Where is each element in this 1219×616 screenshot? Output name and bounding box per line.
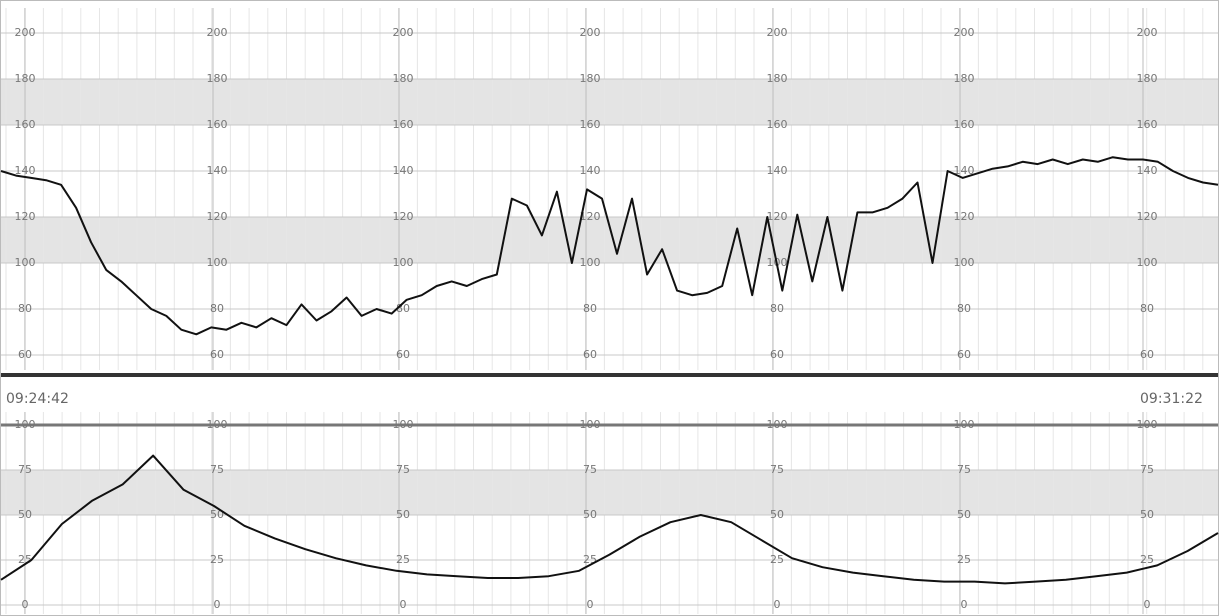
y-tick-label: 0 xyxy=(961,598,968,611)
y-tick-label: 80 xyxy=(583,302,597,315)
trace xyxy=(0,156,1219,336)
y-tick-label: 60 xyxy=(210,348,224,361)
y-tick-label: 60 xyxy=(396,348,410,361)
y-tick-label: 100 xyxy=(580,256,601,269)
y-tick-label: 160 xyxy=(393,118,414,131)
y-tick-label: 100 xyxy=(207,418,228,431)
y-tick-label: 160 xyxy=(580,118,601,131)
end-time: 09:31:22 xyxy=(1140,391,1203,407)
y-tick-label: 25 xyxy=(396,553,410,566)
y-tick-label: 60 xyxy=(957,348,971,361)
y-tick-label: 140 xyxy=(15,164,36,177)
y-tick-label: 160 xyxy=(15,118,36,131)
y-tick-label: 50 xyxy=(583,508,597,521)
trace xyxy=(0,454,1219,585)
y-tick-label: 140 xyxy=(393,164,414,177)
y-tick-label: 75 xyxy=(770,463,784,476)
y-tick-label: 75 xyxy=(1140,463,1154,476)
y-tick-label: 80 xyxy=(18,302,32,315)
y-tick-label: 25 xyxy=(770,553,784,566)
y-tick-label: 60 xyxy=(583,348,597,361)
y-tick-label: 50 xyxy=(18,508,32,521)
y-tick-label: 140 xyxy=(1137,164,1158,177)
y-tick-label: 100 xyxy=(580,418,601,431)
y-tick-label: 80 xyxy=(210,302,224,315)
y-tick-label: 60 xyxy=(1140,348,1154,361)
y-tick-label: 100 xyxy=(767,418,788,431)
y-tick-label: 140 xyxy=(767,164,788,177)
y-tick-label: 60 xyxy=(18,348,32,361)
y-tick-label: 200 xyxy=(580,26,601,39)
y-tick-label: 160 xyxy=(767,118,788,131)
y-tick-label: 50 xyxy=(957,508,971,521)
y-tick-label: 75 xyxy=(18,463,32,476)
y-tick-label: 200 xyxy=(767,26,788,39)
y-tick-label: 200 xyxy=(393,26,414,39)
y-tick-label: 25 xyxy=(1140,553,1154,566)
y-tick-label: 100 xyxy=(393,256,414,269)
y-tick-label: 25 xyxy=(210,553,224,566)
y-tick-label: 80 xyxy=(770,302,784,315)
y-tick-label: 0 xyxy=(22,598,29,611)
y-tick-label: 140 xyxy=(207,164,228,177)
y-tick-label: 100 xyxy=(954,256,975,269)
y-tick-label: 0 xyxy=(774,598,781,611)
y-tick-label: 200 xyxy=(954,26,975,39)
y-tick-label: 200 xyxy=(207,26,228,39)
y-tick-label: 100 xyxy=(1137,418,1158,431)
y-tick-label: 160 xyxy=(207,118,228,131)
y-tick-label: 100 xyxy=(15,418,36,431)
y-tick-label: 120 xyxy=(1137,210,1158,223)
y-tick-label: 25 xyxy=(957,553,971,566)
y-tick-label: 120 xyxy=(767,210,788,223)
y-tick-label: 120 xyxy=(580,210,601,223)
y-tick-label: 200 xyxy=(15,26,36,39)
y-tick-label: 100 xyxy=(15,256,36,269)
y-tick-label: 0 xyxy=(1144,598,1151,611)
y-tick-label: 50 xyxy=(770,508,784,521)
y-tick-label: 160 xyxy=(954,118,975,131)
y-tick-label: 100 xyxy=(207,256,228,269)
y-tick-label: 50 xyxy=(1140,508,1154,521)
y-tick-label: 100 xyxy=(393,418,414,431)
y-tick-label: 140 xyxy=(580,164,601,177)
y-tick-label: 50 xyxy=(210,508,224,521)
y-tick-label: 180 xyxy=(15,72,36,85)
normal-band xyxy=(0,470,1219,515)
y-tick-label: 50 xyxy=(396,508,410,521)
y-tick-label: 0 xyxy=(587,598,594,611)
y-tick-label: 140 xyxy=(954,164,975,177)
y-tick-label: 80 xyxy=(1140,302,1154,315)
start-time: 09:24:42 xyxy=(6,391,69,407)
y-tick-label: 75 xyxy=(396,463,410,476)
normal-band xyxy=(0,79,1219,125)
y-tick-label: 120 xyxy=(207,210,228,223)
y-tick-label: 75 xyxy=(583,463,597,476)
y-tick-label: 75 xyxy=(957,463,971,476)
y-tick-label: 60 xyxy=(770,348,784,361)
y-tick-label: 180 xyxy=(393,72,414,85)
y-tick-label: 0 xyxy=(400,598,407,611)
y-tick-label: 80 xyxy=(957,302,971,315)
y-tick-label: 180 xyxy=(954,72,975,85)
y-tick-label: 100 xyxy=(1137,256,1158,269)
y-tick-label: 100 xyxy=(954,418,975,431)
y-tick-label: 120 xyxy=(954,210,975,223)
y-tick-label: 0 xyxy=(214,598,221,611)
y-tick-label: 180 xyxy=(767,72,788,85)
y-tick-label: 120 xyxy=(15,210,36,223)
y-tick-label: 180 xyxy=(207,72,228,85)
y-tick-label: 200 xyxy=(1137,26,1158,39)
y-tick-label: 180 xyxy=(1137,72,1158,85)
y-tick-label: 160 xyxy=(1137,118,1158,131)
y-tick-label: 75 xyxy=(210,463,224,476)
y-tick-label: 180 xyxy=(580,72,601,85)
y-tick-label: 120 xyxy=(393,210,414,223)
